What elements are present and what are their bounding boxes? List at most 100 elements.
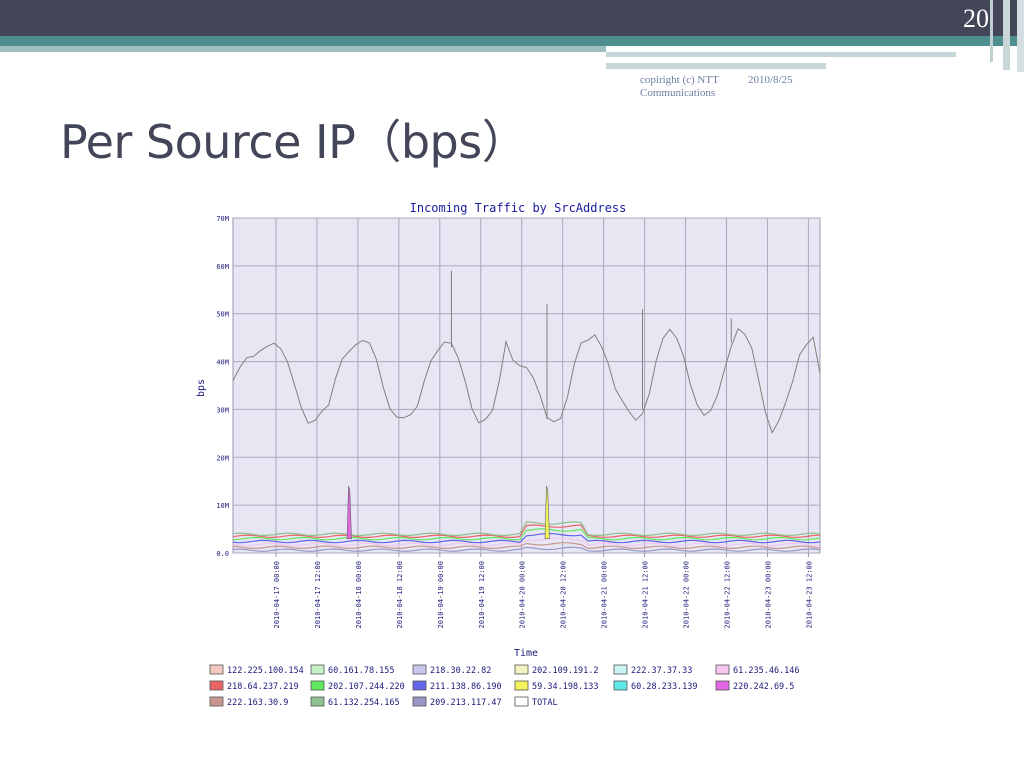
legend-item: 122.225.100.154 <box>209 664 304 676</box>
y-axis-ticks: 0.0 10M 20M 30M 40M 50M 60M 70M <box>216 215 229 558</box>
series-layer <box>232 270 821 552</box>
x-tick-label: 2010-04-22 12:00 <box>723 561 731 628</box>
y-tick-label: 30M <box>216 406 229 414</box>
y-tick-label: 50M <box>216 311 229 319</box>
series-band <box>232 524 821 539</box>
legend-swatch <box>715 664 730 675</box>
legend-item: 60.28.233.139 <box>613 680 698 692</box>
x-tick-label: 2010-04-21 00:00 <box>601 561 609 628</box>
legend-label: 61.132.254.165 <box>328 698 400 708</box>
accent-line-upper <box>606 52 956 57</box>
x-tick-label: 2010-04-17 12:00 <box>314 561 322 628</box>
legend-label: 202.109.191.2 <box>532 666 599 676</box>
legend-swatch <box>310 696 325 707</box>
legend-item: 211.138.86.190 <box>412 680 502 692</box>
chart-legend: 122.225.100.154 60.161.78.155 218.30.22.82… <box>209 664 800 708</box>
legend-item: 59.34.198.133 <box>514 680 599 692</box>
y-tick-label: 20M <box>216 454 229 462</box>
legend-label: 60.161.78.155 <box>328 666 395 676</box>
legend-item: 202.107.244.220 <box>310 680 405 692</box>
legend-item: 220.242.69.5 <box>715 680 794 692</box>
legend-item: 61.235.46.146 <box>715 664 800 676</box>
accent-band <box>0 36 1024 46</box>
x-tick-label: 2010-04-19 00:00 <box>437 561 445 628</box>
legend-item: TOTAL <box>514 696 558 708</box>
grid-lines <box>233 217 820 554</box>
series-spike <box>346 485 352 539</box>
accent-rail <box>1003 0 1010 70</box>
series-band <box>232 532 821 544</box>
series-band <box>232 528 821 541</box>
legend-label: 61.235.46.146 <box>733 666 800 676</box>
x-tick-label: 2010-04-18 12:00 <box>396 561 404 628</box>
y-tick-label: 10M <box>216 502 229 510</box>
x-tick-label: 2010-04-23 00:00 <box>764 561 772 628</box>
legend-item: 218.64.237.219 <box>209 680 299 692</box>
legend-label: 222.163.30.9 <box>227 698 288 708</box>
legend-label: 222.37.37.33 <box>631 666 692 676</box>
accent-rail <box>1017 0 1024 72</box>
x-tick-label: 2010-04-17 00:00 <box>273 561 281 628</box>
x-tick-label: 2010-04-19 12:00 <box>478 561 486 628</box>
legend-swatch <box>613 664 628 675</box>
legend-item: 61.132.254.165 <box>310 696 400 708</box>
accent-rail <box>990 0 993 62</box>
series-spike <box>544 485 550 539</box>
y-tick-label: 70M <box>216 215 229 223</box>
legend-label: 218.30.22.82 <box>430 666 491 676</box>
series-band <box>232 542 821 550</box>
legend-item: 222.37.37.33 <box>613 664 692 676</box>
legend-swatch <box>412 696 427 707</box>
x-tick-label: 2010-04-21 12:00 <box>642 561 650 628</box>
series-total-line <box>232 327 821 435</box>
legend-swatch <box>412 664 427 675</box>
x-tick-label: 2010-04-18 00:00 <box>355 561 363 628</box>
legend-item: 202.109.191.2 <box>514 664 599 676</box>
legend-swatch <box>514 664 529 675</box>
slide-title: Per Source IP（bps） <box>60 115 528 169</box>
legend-label: TOTAL <box>532 698 558 708</box>
legend-label: 122.225.100.154 <box>227 666 304 676</box>
legend-label: 218.64.237.219 <box>227 682 299 692</box>
legend-swatch <box>310 680 325 691</box>
x-axis-ticks: 2010-04-17 00:00 2010-04-17 12:00 2010-04-… <box>273 553 813 628</box>
chart-title: Incoming Traffic by SrcAddress <box>410 201 627 215</box>
legend-label: 59.34.198.133 <box>532 682 599 692</box>
y-tick-label: 0.0 <box>216 550 229 558</box>
slide-date: 2010/8/25 <box>748 74 793 86</box>
legend-item: 60.161.78.155 <box>310 664 395 676</box>
legend-label: 220.242.69.5 <box>733 682 794 692</box>
series-band <box>232 521 821 537</box>
x-tick-label: 2010-04-20 00:00 <box>519 561 527 628</box>
legend-item: 218.30.22.82 <box>412 664 491 676</box>
series-band <box>232 546 821 552</box>
top-bar <box>0 0 1024 36</box>
legend-label: 211.138.86.190 <box>430 682 502 692</box>
legend-swatch <box>310 664 325 675</box>
legend-label: 209.213.117.47 <box>430 698 502 708</box>
y-tick-label: 40M <box>216 359 229 367</box>
accent-line-lower <box>606 63 826 69</box>
y-tick-label: 60M <box>216 263 229 271</box>
legend-item: 209.213.117.47 <box>412 696 502 708</box>
legend-swatch <box>209 664 224 675</box>
x-tick-label: 2010-04-20 12:00 <box>560 561 568 628</box>
x-tick-label: 2010-04-23 12:00 <box>805 561 813 628</box>
legend-swatch <box>613 680 628 691</box>
legend-label: 60.28.233.139 <box>631 682 698 692</box>
series-band <box>232 537 821 547</box>
x-axis-label: Time <box>514 648 538 659</box>
copyright-note: copiright (c) NTT Communications <box>640 74 719 99</box>
legend-swatch <box>514 696 529 707</box>
accent-band-light <box>0 46 606 52</box>
slide-number: 20 <box>963 4 989 33</box>
legend-swatch <box>209 680 224 691</box>
x-tick-label: 2010-04-22 00:00 <box>683 561 691 628</box>
legend-swatch <box>514 680 529 691</box>
legend-swatch <box>209 696 224 707</box>
legend-swatch <box>715 680 730 691</box>
legend-item: 222.163.30.9 <box>209 696 288 708</box>
plot-area <box>232 217 821 554</box>
legend-label: 202.107.244.220 <box>328 682 405 692</box>
